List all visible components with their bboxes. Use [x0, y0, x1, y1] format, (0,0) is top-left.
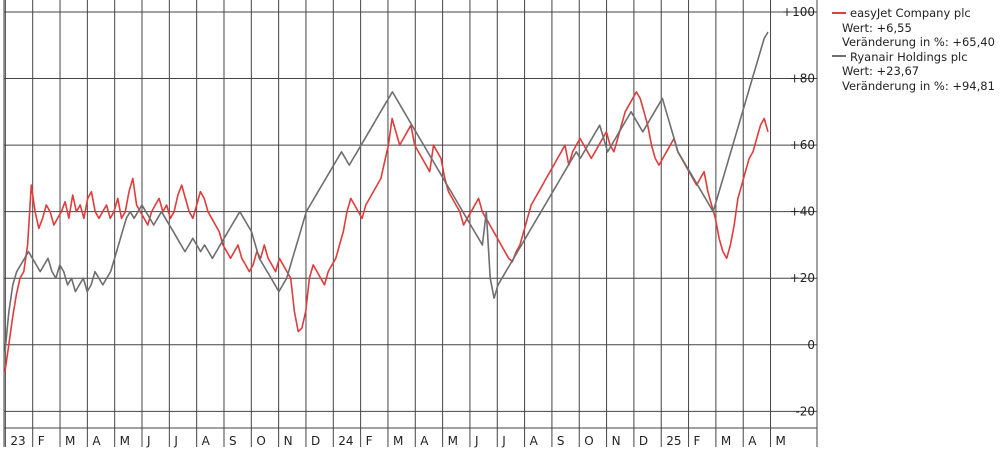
x-tick-label: D: [639, 434, 648, 448]
legend-entry-ryanair[interactable]: Ryanair Holdings plc Wert: +23,67 Veränd…: [832, 50, 995, 94]
x-tick-label: D: [311, 434, 320, 448]
legend-change: Veränderung in %: +94,81: [842, 78, 995, 93]
x-tick-label: M: [65, 434, 75, 448]
x-tick-label: M: [448, 434, 458, 448]
x-tick-label: F: [366, 434, 373, 448]
x-tick-label: F: [38, 434, 45, 448]
legend-value: Wert: +6,55: [842, 20, 912, 35]
y-tick-label: +60: [790, 138, 815, 152]
x-tick-label: 23: [10, 434, 25, 448]
legend-change: Veränderung in %: +65,40: [842, 35, 995, 50]
y-tick-label: +40: [790, 205, 815, 219]
x-tick-label: M: [776, 434, 786, 448]
grid: [3, 0, 818, 447]
x-tick-label: A: [92, 434, 101, 448]
x-tick-label: A: [420, 434, 429, 448]
x-tick-label: M: [120, 434, 130, 448]
x-axis-ticks: 23 F M A M J J A S O N D 24 F M A M J J A S O N D 25 F M A M: [10, 434, 786, 448]
x-tick-label: J: [501, 434, 506, 448]
legend-entry-easyjet[interactable]: easyJet Company plc Wert: +6,55 Veränder…: [832, 6, 995, 50]
legend-series-name: easyJet Company plc: [850, 6, 971, 20]
x-tick-label: A: [748, 434, 757, 448]
x-tick-label: 24: [338, 434, 353, 448]
series-lines: [4, 31, 769, 372]
x-tick-label: J: [474, 434, 479, 448]
legend-swatch-easyjet: [832, 11, 846, 14]
x-tick-label: S: [557, 434, 565, 448]
y-tick-label: 0: [807, 338, 815, 352]
y-tick-label: -20: [795, 404, 815, 418]
x-tick-label: S: [229, 434, 237, 448]
x-tick-label: A: [202, 434, 211, 448]
x-tick-label: O: [256, 434, 265, 448]
x-tick-label: N: [284, 434, 293, 448]
x-tick-label: O: [584, 434, 593, 448]
x-tick-label: J: [173, 434, 178, 448]
x-tick-label: A: [530, 434, 539, 448]
legend-series-name: Ryanair Holdings plc: [850, 49, 968, 64]
series-line-easyjet: [4, 91, 769, 372]
x-tick-label: 25: [666, 434, 681, 448]
y-axis-ticks: +100 +80 +60 +40 +20 0 -20: [782, 5, 815, 418]
y-tick-label: +80: [790, 72, 815, 86]
y-tick-label: +100: [782, 5, 815, 19]
legend: easyJet Company plc Wert: +6,55 Veränder…: [832, 6, 995, 94]
x-tick-label: N: [612, 434, 621, 448]
y-tick-label: +20: [790, 271, 815, 285]
x-tick-label: F: [694, 434, 701, 448]
legend-value: Wert: +23,67: [842, 64, 920, 79]
x-tick-label: M: [393, 434, 403, 448]
x-tick-label: J: [146, 434, 151, 448]
series-line-ryanair: [4, 31, 769, 352]
legend-swatch-ryanair: [832, 55, 846, 58]
x-tick-label: M: [721, 434, 731, 448]
